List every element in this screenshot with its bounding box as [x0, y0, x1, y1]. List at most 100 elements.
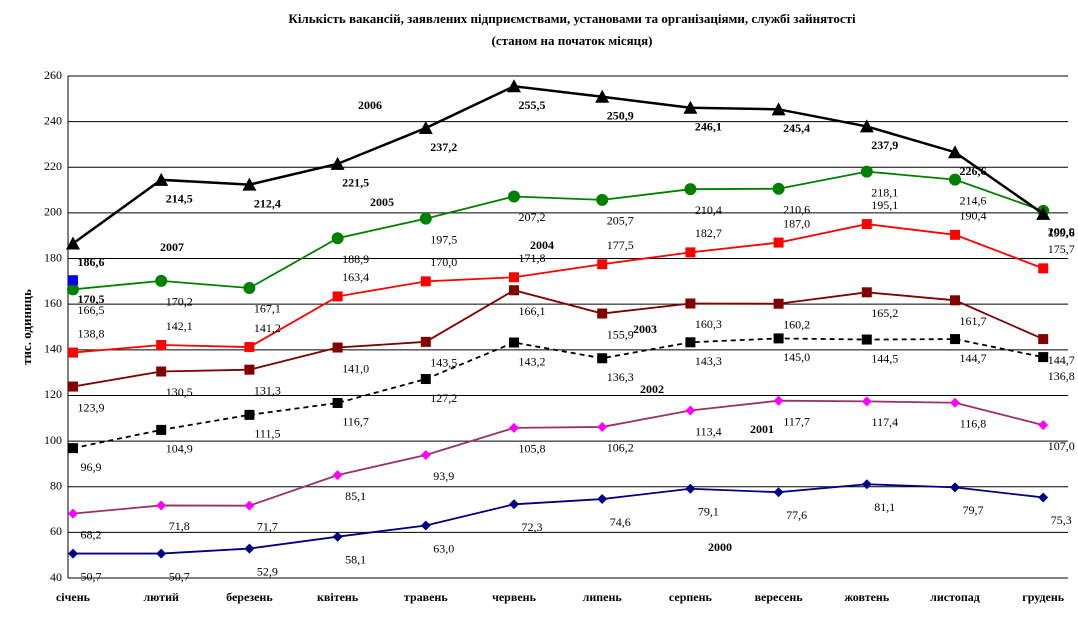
chart-subtitle: (станом на початок місяця) — [492, 33, 653, 48]
value-label: 245,4 — [783, 121, 810, 135]
data-point — [950, 482, 960, 493]
value-label: 142,1 — [166, 319, 193, 333]
data-point — [154, 172, 169, 186]
y-tick-label: 80 — [50, 478, 62, 492]
value-label: 143,5 — [430, 356, 457, 370]
value-label: 187,0 — [783, 216, 810, 230]
value-label: 161,7 — [960, 314, 987, 328]
data-point — [244, 364, 255, 375]
value-label: 136,3 — [607, 370, 634, 384]
x-tick-label: лютий — [143, 590, 179, 604]
value-label: 237,9 — [871, 138, 898, 152]
data-point — [68, 508, 78, 519]
y-tick-label: 220 — [44, 159, 62, 173]
data-point — [156, 340, 167, 351]
x-tick-label: грудень — [1022, 590, 1065, 604]
value-label: 81,1 — [874, 500, 895, 514]
value-label: 79,7 — [963, 503, 984, 517]
data-point — [685, 247, 696, 258]
data-point — [773, 487, 784, 498]
data-point — [596, 193, 609, 206]
data-point — [243, 281, 256, 294]
value-label: 72,3 — [522, 520, 543, 534]
value-label: 93,9 — [433, 469, 454, 483]
data-point — [66, 236, 80, 250]
series-name: 2005 — [370, 195, 394, 209]
value-label: 75,3 — [1051, 513, 1072, 527]
value-label: 131,3 — [254, 383, 281, 397]
value-label: 85,1 — [345, 489, 366, 503]
value-label: 141,0 — [342, 361, 369, 375]
x-tick-label: квітень — [317, 590, 359, 604]
value-label: 188,9 — [342, 252, 369, 266]
value-label: 50,7 — [81, 569, 102, 583]
series-line — [72, 337, 1044, 450]
value-label: 200,9 — [1048, 225, 1075, 239]
value-label: 145,0 — [783, 350, 810, 364]
value-label: 182,7 — [695, 226, 722, 240]
data-point — [244, 543, 255, 554]
value-label: 113,4 — [695, 424, 722, 438]
x-tick-label: листопад — [930, 590, 980, 604]
data-point — [1038, 492, 1049, 503]
series-line — [72, 289, 1044, 388]
value-label: 117,7 — [783, 414, 810, 428]
value-label: 105,8 — [519, 442, 546, 456]
value-label: 250,9 — [607, 109, 634, 123]
data-point — [771, 102, 786, 116]
data-point — [685, 337, 696, 348]
data-point — [509, 285, 519, 296]
value-label: 138,8 — [78, 326, 105, 340]
data-point — [773, 333, 784, 344]
value-label: 136,8 — [1048, 369, 1075, 383]
data-point — [1038, 263, 1049, 274]
data-point — [155, 274, 168, 287]
data-point — [1036, 206, 1051, 220]
value-label: 160,2 — [783, 317, 810, 331]
series-name: 2001 — [750, 422, 774, 436]
data-point — [597, 308, 608, 319]
value-label: 163,4 — [342, 270, 369, 284]
value-label: 210,4 — [695, 203, 722, 217]
y-tick-label: 140 — [44, 342, 62, 356]
value-label: 190,4 — [960, 209, 987, 223]
series-name: 2007 — [160, 240, 184, 254]
data-point — [508, 190, 520, 203]
y-tick-label: 60 — [50, 524, 62, 538]
data-point — [419, 212, 432, 225]
series-name: 2002 — [640, 382, 664, 396]
data-point — [68, 381, 78, 392]
data-point — [156, 500, 167, 511]
data-point — [332, 470, 343, 481]
value-label: 71,8 — [169, 519, 190, 533]
data-point — [244, 342, 255, 353]
data-point — [860, 165, 873, 178]
value-label: 96,9 — [81, 460, 102, 474]
data-point — [859, 119, 874, 133]
data-point — [949, 173, 961, 186]
data-point — [68, 443, 78, 454]
value-label: 74,6 — [610, 515, 631, 529]
value-label: 116,7 — [342, 415, 369, 429]
data-point — [418, 121, 433, 135]
data-point — [509, 337, 519, 348]
data-point — [685, 483, 696, 494]
data-point — [420, 336, 431, 347]
value-label: 221,5 — [342, 176, 369, 190]
series-line — [73, 483, 1044, 555]
data-point — [597, 494, 608, 505]
data-point — [242, 177, 257, 191]
series-line — [72, 223, 1044, 354]
value-label: 127,2 — [430, 391, 457, 405]
data-point — [509, 272, 519, 283]
value-label: 177,5 — [607, 238, 634, 252]
data-point — [507, 79, 521, 93]
value-label: 171,8 — [519, 251, 546, 265]
value-label: 197,5 — [430, 232, 457, 246]
data-point — [509, 422, 519, 433]
series-line — [72, 399, 1044, 515]
series-name: 2006 — [358, 98, 382, 112]
value-label: 186,6 — [78, 255, 105, 269]
value-label: 195,1 — [871, 198, 898, 212]
series-name: 2000 — [708, 540, 732, 554]
